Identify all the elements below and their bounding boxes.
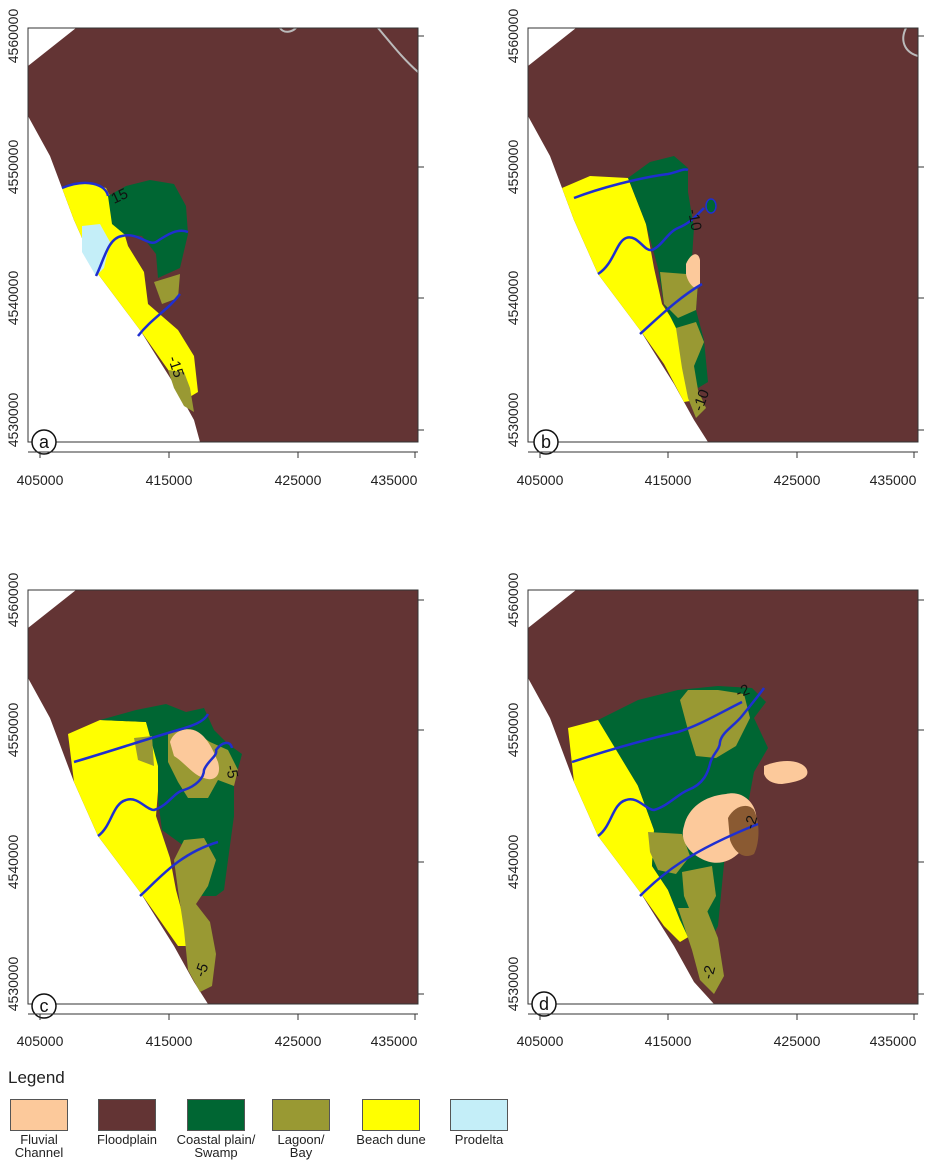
legend-swatch — [98, 1099, 156, 1131]
legend-label: Lagoon/ Bay — [277, 1132, 325, 1160]
map-panel-b: -10 -10 b — [526, 26, 920, 455]
contour-label: -15 — [164, 354, 187, 380]
contour-label: -5 — [192, 961, 213, 979]
map-panel-a: 15 -15 a — [26, 26, 420, 455]
legend-item-prodelta: Prodelta — [424, 1099, 534, 1146]
x-axis-b: 405000 415000 425000 435000 — [517, 451, 918, 488]
y-tick-label: 4540000 — [5, 271, 21, 326]
legend-swatch — [450, 1099, 508, 1131]
x-tick-label: 405000 — [517, 472, 564, 488]
y-tick-label: 4530000 — [505, 393, 521, 448]
y-tick-label: 4560000 — [5, 9, 21, 64]
contour-label: -2 — [741, 814, 761, 831]
panel-letter-c: c — [40, 996, 49, 1016]
contour-label: -2 — [699, 964, 719, 981]
legend-swatch — [362, 1099, 420, 1131]
y-tick-label: 4540000 — [505, 835, 521, 890]
legend-item-fluvial-channel: Fluvial Channel — [0, 1099, 94, 1159]
legend-swatch — [272, 1099, 330, 1131]
y-tick-label: 4530000 — [5, 393, 21, 448]
map-panel-d: -2 -2 -2 d — [526, 588, 920, 1017]
legend-label: Beach dune — [356, 1132, 426, 1147]
x-tick-label: 405000 — [17, 472, 64, 488]
x-tick-label: 415000 — [645, 472, 692, 488]
y-tick-label: 4530000 — [5, 957, 21, 1012]
contour-label: -10 — [690, 387, 713, 413]
legend-label: Fluvial Channel — [14, 1132, 64, 1160]
y-tick-label: 4530000 — [505, 957, 521, 1012]
x-tick-label: 425000 — [774, 472, 821, 488]
x-tick-label: 435000 — [371, 472, 418, 488]
x-axis-c: 405000 415000 425000 435000 — [17, 1013, 418, 1049]
panel-letter-a: a — [39, 432, 50, 452]
y-tick-label: 4550000 — [505, 140, 521, 195]
legend-item-floodplain: Floodplain — [72, 1099, 182, 1146]
x-tick-label: 415000 — [146, 1033, 193, 1049]
panel-letter-b: b — [541, 432, 551, 452]
legend-label: Floodplain — [97, 1132, 157, 1147]
y-axis-b: 4560000 4550000 4540000 4530000 — [505, 9, 924, 448]
y-tick-label: 4550000 — [505, 703, 521, 758]
legend-title: Legend — [8, 1068, 65, 1087]
y-tick-label: 4550000 — [5, 140, 21, 195]
y-axis-c: 4560000 4550000 4540000 4530000 — [5, 573, 424, 1012]
y-tick-label: 4560000 — [5, 573, 21, 628]
y-tick-label: 4560000 — [505, 573, 521, 628]
legend-swatch — [187, 1099, 245, 1131]
y-tick-label: 4560000 — [505, 9, 521, 64]
x-tick-label: 425000 — [275, 472, 322, 488]
legend-label: Coastal plain/ Swamp — [176, 1132, 256, 1160]
legend-label: Prodelta — [454, 1132, 504, 1147]
x-axis-a: 405000 415000 425000 435000 — [17, 451, 418, 488]
x-tick-label: 405000 — [517, 1033, 564, 1049]
panel-letter-d: d — [539, 994, 549, 1014]
contour-label: -5 — [222, 764, 241, 780]
y-tick-label: 4540000 — [5, 835, 21, 890]
map-panel-c: -5 -5 c — [26, 588, 420, 1019]
contour-label: 15 — [109, 185, 131, 207]
x-tick-label: 415000 — [645, 1033, 692, 1049]
x-tick-label: 435000 — [870, 1033, 917, 1049]
y-tick-label: 4540000 — [505, 271, 521, 326]
x-axis-d: 405000 415000 425000 435000 — [517, 1013, 918, 1049]
x-tick-label: 425000 — [774, 1033, 821, 1049]
x-tick-label: 425000 — [275, 1033, 322, 1049]
map-figure: 15 -15 a 405000 415000 425000 435000 456… — [5, 9, 924, 1049]
legend-swatch — [10, 1099, 68, 1131]
contour-label: -10 — [684, 208, 705, 232]
legend-item-coastal-plain-swamp: Coastal plain/ Swamp — [161, 1099, 271, 1159]
x-tick-label: 435000 — [371, 1033, 418, 1049]
y-tick-label: 4550000 — [5, 703, 21, 758]
y-axis-a: 4560000 4550000 4540000 4530000 — [5, 9, 424, 448]
x-tick-label: 435000 — [870, 472, 917, 488]
legend-item-lagoon-bay: Lagoon/ Bay — [246, 1099, 356, 1159]
x-tick-label: 405000 — [17, 1033, 64, 1049]
legend-item-beach-dune: Beach dune — [336, 1099, 446, 1146]
contour-label: -2 — [734, 681, 752, 702]
y-axis-d: 4560000 4550000 4540000 4530000 — [505, 573, 924, 1012]
x-tick-label: 415000 — [146, 472, 193, 488]
